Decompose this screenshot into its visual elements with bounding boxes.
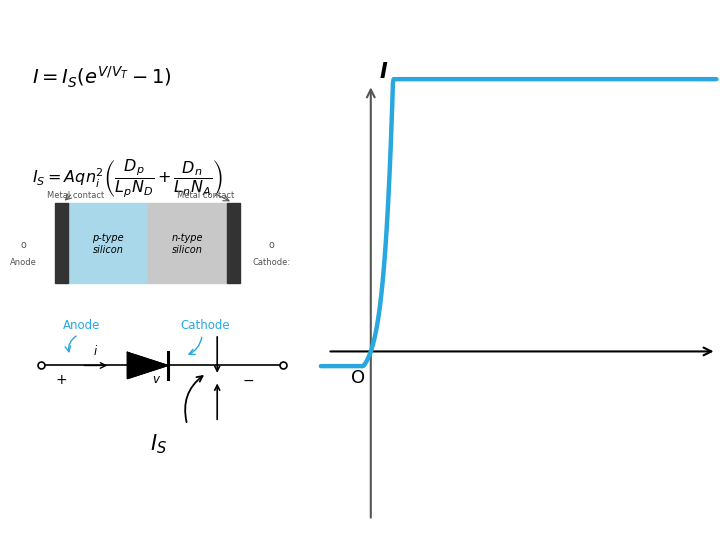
Text: n-type: n-type [171, 233, 203, 243]
Text: o: o [21, 240, 27, 251]
Text: I: I [379, 62, 387, 82]
Text: $v$: $v$ [152, 373, 161, 386]
Text: Metal contact: Metal contact [47, 191, 104, 200]
Text: O: O [351, 369, 365, 387]
Text: o: o [269, 240, 274, 251]
Text: $-$: $-$ [243, 373, 254, 387]
Text: $i$: $i$ [93, 345, 99, 359]
Text: silicon: silicon [172, 245, 202, 255]
Text: Anode: Anode [63, 319, 100, 332]
Bar [55, 202, 68, 284]
Text: Anode: Anode [10, 258, 37, 267]
Text: silicon: silicon [93, 245, 123, 255]
Text: $I_S$: $I_S$ [150, 433, 167, 456]
Text: $I_S = Aqn_i^2\left(\dfrac{D_p}{L_p N_D} + \dfrac{D_n}{L_n N_A}\right)$: $I_S = Aqn_i^2\left(\dfrac{D_p}{L_p N_D}… [32, 158, 223, 200]
Bar [148, 202, 227, 284]
Bar [68, 202, 148, 284]
Text: Current-Voltage Relationship of a $\mathit{pn}$-Junction: Current-Voltage Relationship of a $\math… [22, 10, 698, 40]
Polygon shape [127, 353, 168, 379]
Text: Cathode: Cathode [181, 319, 230, 332]
Text: Cathode:: Cathode: [253, 258, 290, 267]
Bar [227, 202, 240, 284]
Text: p-type: p-type [92, 233, 124, 243]
Text: Metal contact: Metal contact [176, 191, 234, 200]
Text: $I = I_S\left(e^{V/V_T} - 1\right)$: $I = I_S\left(e^{V/V_T} - 1\right)$ [32, 65, 172, 90]
Text: +: + [55, 373, 67, 387]
